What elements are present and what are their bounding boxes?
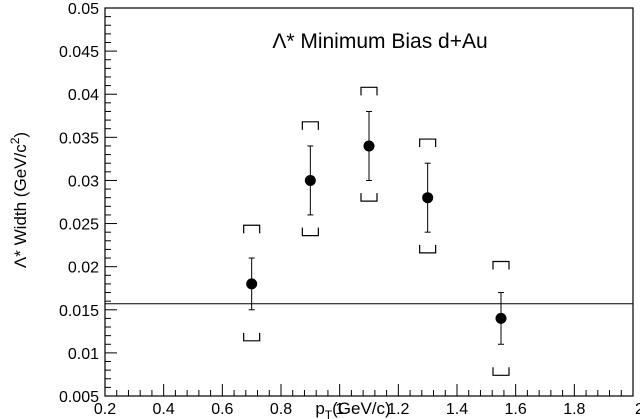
x-tick-label: 1.4 [446,401,468,418]
sys-error-bracket-top [301,121,319,130]
x-tick-label: 0.4 [153,401,175,418]
y-tick-label: 0.02 [68,260,99,277]
data-point [422,192,434,204]
y-axis-label-main: Λ* Width (GeV/c [11,144,30,268]
x-tick-label: 0.6 [211,401,233,418]
y-tick-label: 0.04 [68,87,99,104]
x-tick-label: 0.8 [270,401,292,418]
data-point-group [301,121,319,237]
x-tick-label: 1.8 [563,401,585,418]
data-point-group [360,86,378,202]
x-axis-label-main: p [315,399,324,418]
x-tick-label: 1 [335,401,344,418]
x-tick-label: 2 [635,401,640,418]
y-tick-label: 0.045 [59,44,99,61]
x-tick-label: 1.2 [387,401,409,418]
y-tick-label: 0.005 [59,389,99,406]
data-point [246,278,258,290]
sys-error-bracket-bottom [492,367,510,376]
sys-error-bracket-bottom [243,332,261,342]
sys-error-bracket-top [419,138,437,148]
sys-error-bracket-top [360,86,378,96]
x-axis-label-units: (GeV/c) [332,399,391,418]
data-point-group [419,138,437,254]
sys-error-bracket-top [243,224,261,234]
x-tick-label: 1.6 [505,401,527,418]
y-tick-label: 0.01 [68,346,99,363]
data-point [495,312,507,324]
data-point [304,174,316,186]
data-point-group [243,224,261,342]
data-point-group [492,260,510,376]
sys-error-bracket-top [492,260,510,270]
y-axis-label-close: ) [11,132,30,138]
sys-error-bracket-bottom [419,244,437,254]
x-axis-label: pT(GeV/c) [315,399,390,419]
y-axis-label-superscript: 2 [8,137,22,144]
plot-frame [104,7,634,397]
x-axis-label-subscript: T [325,408,333,419]
sys-error-bracket-bottom [360,193,378,202]
y-tick-label: 0.05 [68,1,99,18]
y-axis-label: Λ* Width (GeV/c2) [8,132,30,268]
sys-error-bracket-bottom [301,227,319,237]
y-tick-label: 0.025 [59,217,99,234]
chart-title: Λ* Minimum Bias d+Au [272,30,487,53]
data-point [363,140,375,152]
x-tick-label: 0.2 [94,401,116,418]
y-tick-label: 0.03 [68,173,99,190]
y-tick-label: 0.035 [59,130,99,147]
y-tick-label: 0.015 [59,303,99,320]
